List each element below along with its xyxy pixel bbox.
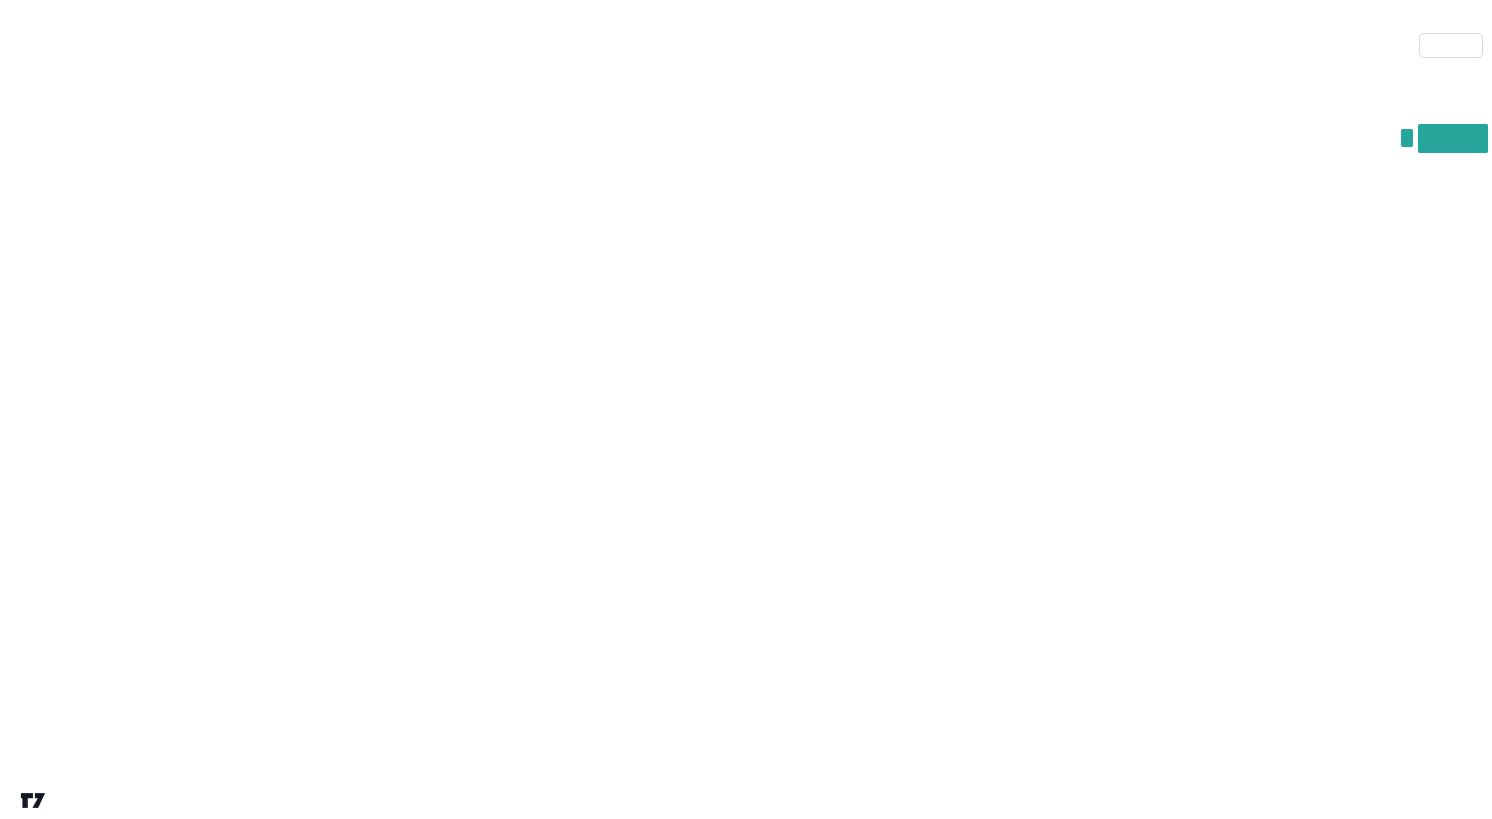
symbol-badge-label — [1401, 129, 1413, 147]
sma-legend-row-1 — [17, 36, 24, 50]
last-price-badge — [1418, 124, 1488, 153]
sma-legend-row-2 — [17, 52, 24, 66]
currency-selector-button[interactable] — [1419, 33, 1483, 58]
tradingview-watermark — [20, 792, 53, 809]
rsi-legend-row — [14, 638, 40, 652]
tradingview-logo-icon — [20, 793, 46, 808]
